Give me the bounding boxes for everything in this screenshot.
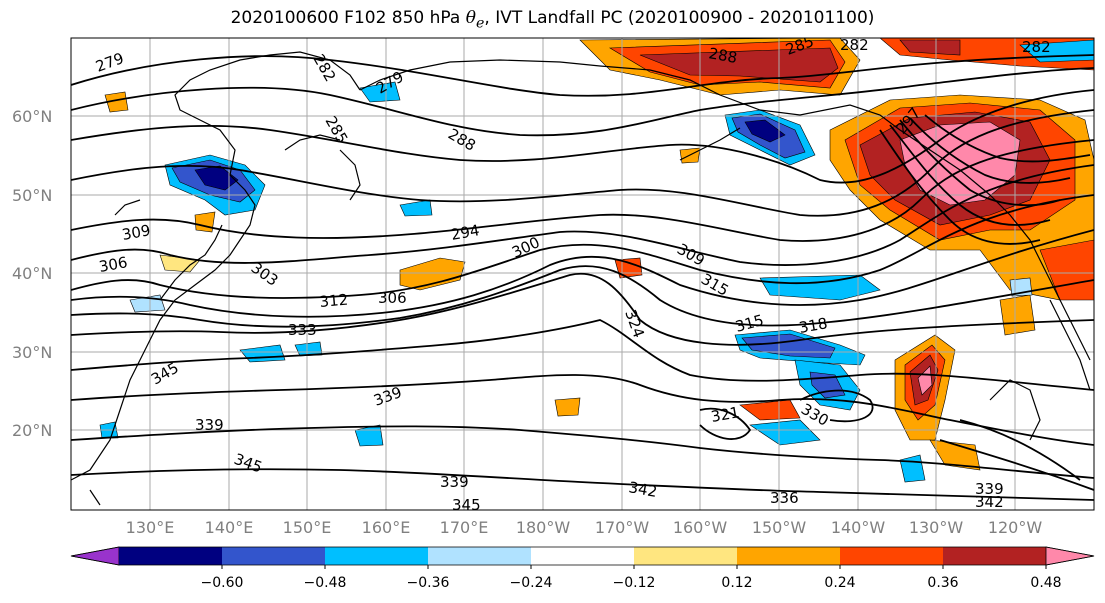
lon-label: 140°W (831, 518, 886, 537)
theta-e-contours (71, 54, 1094, 501)
colorbar-swatch (222, 547, 325, 565)
contour-label: 312 (319, 291, 349, 311)
contour-label: 339 (440, 473, 469, 491)
colorbar-tick-label: −0.12 (613, 575, 656, 591)
contour-label: 342 (975, 493, 1004, 511)
colorbar-tick-label: −0.36 (407, 575, 450, 591)
lat-label-40n: 40°N (12, 264, 52, 283)
colorbar-swatch (119, 547, 222, 565)
lon-label: 160°E (362, 518, 411, 537)
lat-label-50n: 50°N (12, 186, 52, 205)
map-panel: 279 282 285 279 288 288 285 282 282 297 … (71, 36, 1094, 514)
lon-label: 130°W (909, 518, 964, 537)
colorbar (70, 546, 1095, 566)
contour-label: 339 (195, 416, 224, 434)
colorbar-swatch (943, 547, 1046, 565)
colorbar-swatch (531, 547, 634, 565)
map-title: 2020100600 F102 850 hPa θe, IVT Landfall… (230, 8, 875, 32)
colorbar-extend-low (70, 546, 120, 566)
colorbar-tick-label: 0.12 (721, 575, 752, 591)
contour-label: 321 (710, 403, 741, 426)
lat-label-20n: 20°N (12, 421, 52, 440)
lon-label: 150°W (752, 518, 807, 537)
lon-label: 130°E (126, 518, 175, 537)
contour-label: 333 (288, 321, 317, 339)
lat-labels: 60°N 50°N 40°N 30°N 20°N (12, 107, 52, 440)
colorbar-swatch (428, 547, 531, 565)
lon-label: 170°W (595, 518, 650, 537)
contour-label: 306 (378, 289, 407, 307)
lon-label: 150°E (283, 518, 332, 537)
contour-label: 339 (975, 480, 1004, 498)
contour-label: 282 (840, 36, 869, 54)
lon-label: 180°W (516, 518, 571, 537)
colorbar-tick-label: −0.24 (510, 575, 553, 591)
contour-label: 342 (627, 478, 658, 501)
map-frame (70, 37, 1095, 511)
contour-label: 306 (98, 253, 129, 276)
colorbar-swatch (325, 547, 428, 565)
coastlines (71, 51, 1091, 506)
colorbar-ticks: −0.60 −0.48 −0.36 −0.24 −0.12 0.12 0.24 0.36 0.4… (201, 565, 1062, 591)
colorbar-tick-label: −0.48 (304, 575, 347, 591)
contour-label: 345 (452, 496, 481, 514)
colorbar-tick-label: 0.24 (824, 575, 855, 591)
colorbar-swatch (840, 547, 943, 565)
contour-label: 288 (707, 44, 738, 67)
contour-label: 309 (121, 221, 152, 244)
lon-label: 170°E (440, 518, 489, 537)
lon-label: 120°W (988, 518, 1043, 537)
contour-label: 336 (770, 489, 799, 507)
colorbar-swatch (737, 547, 840, 565)
lat-label-60n: 60°N (12, 107, 52, 126)
colorbar-swatch (634, 547, 737, 565)
contour-label: 294 (450, 221, 481, 244)
lat-label-30n: 30°N (12, 343, 52, 362)
colorbar-tick-label: 0.36 (927, 575, 958, 591)
lon-labels: 130°E 140°E 150°E 160°E 170°E 180°W 170°… (126, 518, 1043, 537)
lon-label: 140°E (205, 518, 254, 537)
colorbar-tick-label: 0.48 (1030, 575, 1061, 591)
lon-label: 160°W (673, 518, 728, 537)
contour-label: 282 (1022, 38, 1051, 56)
contour-label: 318 (798, 314, 829, 337)
colorbar-outline (70, 546, 1095, 566)
colorbar-tick-label: −0.60 (201, 575, 244, 591)
colorbar-extend-high (1045, 546, 1095, 566)
